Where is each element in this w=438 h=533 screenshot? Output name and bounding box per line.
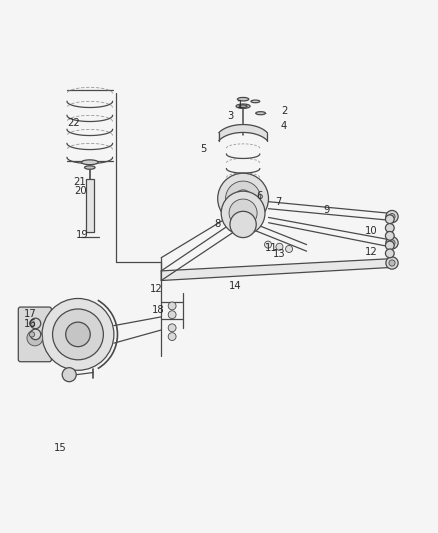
Text: 12: 12: [365, 247, 378, 257]
Circle shape: [53, 309, 103, 360]
Text: 11: 11: [265, 243, 278, 253]
Circle shape: [386, 257, 398, 269]
Text: 13: 13: [273, 249, 286, 259]
Text: 1: 1: [237, 100, 243, 110]
Circle shape: [389, 240, 395, 246]
Circle shape: [265, 241, 272, 248]
Circle shape: [230, 211, 256, 238]
Circle shape: [168, 324, 176, 332]
Text: 3: 3: [228, 111, 234, 122]
Circle shape: [385, 215, 394, 223]
Circle shape: [27, 330, 43, 346]
Text: 22: 22: [67, 118, 80, 128]
Text: 9: 9: [323, 205, 329, 215]
FancyBboxPatch shape: [18, 307, 51, 362]
Text: 6: 6: [257, 190, 263, 200]
Circle shape: [226, 181, 261, 216]
Text: 20: 20: [75, 186, 87, 196]
Circle shape: [30, 329, 41, 340]
Circle shape: [389, 214, 395, 220]
Text: 7: 7: [276, 197, 282, 207]
Circle shape: [389, 260, 395, 266]
Text: 10: 10: [365, 225, 378, 236]
Text: 12: 12: [149, 284, 162, 294]
Ellipse shape: [81, 160, 98, 165]
Ellipse shape: [251, 100, 260, 103]
Text: 8: 8: [215, 219, 221, 229]
Ellipse shape: [237, 98, 249, 101]
Text: 21: 21: [73, 177, 86, 188]
Circle shape: [286, 246, 293, 253]
Circle shape: [29, 332, 35, 337]
Circle shape: [168, 311, 176, 319]
Polygon shape: [219, 125, 267, 141]
Text: 2: 2: [282, 106, 288, 116]
Circle shape: [168, 333, 176, 341]
Ellipse shape: [236, 104, 250, 108]
Circle shape: [234, 190, 252, 207]
Circle shape: [62, 368, 76, 382]
Text: 4: 4: [281, 122, 287, 131]
Circle shape: [30, 318, 41, 329]
Circle shape: [168, 302, 176, 310]
Ellipse shape: [239, 105, 247, 108]
Ellipse shape: [85, 166, 95, 169]
Circle shape: [66, 322, 90, 346]
Text: 15: 15: [54, 443, 67, 453]
FancyBboxPatch shape: [86, 179, 93, 232]
Text: 14: 14: [230, 281, 242, 291]
Circle shape: [386, 237, 398, 249]
Circle shape: [386, 211, 398, 223]
Circle shape: [218, 173, 268, 224]
Circle shape: [385, 223, 394, 232]
Circle shape: [385, 249, 394, 258]
Circle shape: [385, 231, 394, 240]
Text: 5: 5: [201, 144, 207, 154]
Text: 18: 18: [152, 305, 165, 316]
Text: 17: 17: [23, 309, 36, 319]
Circle shape: [229, 199, 257, 227]
Circle shape: [385, 241, 394, 250]
Text: 16: 16: [24, 319, 37, 329]
Ellipse shape: [256, 112, 265, 115]
Text: 19: 19: [76, 230, 89, 240]
Circle shape: [29, 321, 35, 326]
Circle shape: [42, 298, 114, 370]
Polygon shape: [161, 259, 392, 280]
Circle shape: [221, 191, 265, 235]
Circle shape: [276, 243, 283, 251]
